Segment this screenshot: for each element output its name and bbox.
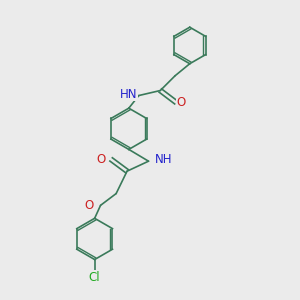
Text: HN: HN (120, 88, 137, 100)
Text: O: O (177, 96, 186, 109)
Text: O: O (85, 199, 94, 212)
Text: Cl: Cl (89, 271, 100, 284)
Text: O: O (97, 153, 106, 166)
Text: NH: NH (155, 153, 172, 166)
